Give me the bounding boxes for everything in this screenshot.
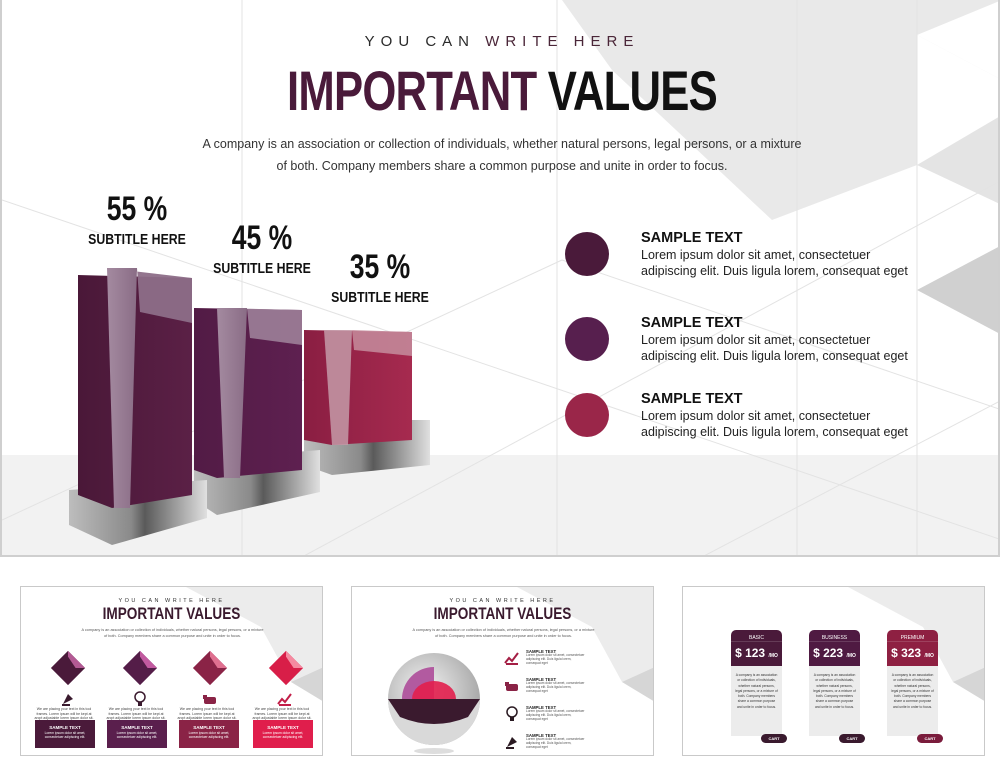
main-slide-preview[interactable]: YOU CAN WRITE HERE IMPORTANT VALUES A co… (0, 0, 1000, 557)
thumb-box-3: SAMPLE TEXT Lorem ipsum dolor sit amet, c… (179, 720, 239, 748)
plan-description: A company is an association or collectio… (731, 666, 782, 736)
legend-item-2: SAMPLE TEXT Lorem ipsum dolor sit amet, … (565, 315, 925, 375)
triangle-background-pattern (2, 0, 998, 555)
bar-subtitle-3: SUBTITLE HERE (331, 289, 429, 306)
gem-icon (50, 650, 86, 686)
thumb-description: A company is an association or collectio… (81, 628, 264, 638)
bar-45 (194, 308, 320, 515)
title-part1: IMPORTANT (287, 59, 548, 122)
legend-body: Lorem ipsum dolor sit amet, consectetuer… (641, 409, 908, 439)
bar-35 (304, 330, 430, 475)
sphere-cutaway-graphic (388, 653, 480, 754)
lightbulb-icon (134, 691, 146, 706)
thumb-box-2: SAMPLE TEXT Lorem ipsum dolor sit amet, c… (107, 720, 167, 748)
triangle-background-pattern (848, 587, 984, 701)
slide-description: A company is an association or collectio… (202, 137, 802, 173)
plan-description: A company is an association or collectio… (887, 666, 938, 736)
plan-name: BUSINESS (809, 630, 860, 642)
thumb-item-1: SAMPLE TEXT Lorem ipsum dolor sit amet, c… (504, 649, 644, 675)
plan-name: PREMIUM (887, 630, 938, 642)
title-part2: VALUES (547, 59, 718, 122)
pricing-header: BASIC $ 123 /MO (731, 630, 782, 666)
legend-body: Lorem ipsum dolor sit amet, consectetuer… (641, 248, 908, 278)
cart-button[interactable]: CART (761, 734, 787, 743)
gem-icon (268, 650, 304, 686)
lightbulb-icon (506, 706, 518, 721)
eyebrow-text-part1: YOU CAN (364, 33, 486, 50)
thumb-box-4: SAMPLE TEXT Lorem ipsum dolor sit amet, c… (253, 720, 313, 748)
bar-55 (69, 268, 207, 545)
legend-dot-icon (565, 393, 609, 437)
pricing-card-business: BUSINESS $ 223 /MO A company is an assoc… (809, 630, 865, 743)
thumb-item-2: SAMPLE TEXT Lorem ipsum dolor sit amet, c… (504, 677, 644, 703)
thumbnail-slide-1[interactable]: YOU CAN WRITE HERE IMPORTANT VALUES A co… (20, 586, 323, 756)
legend-body: Lorem ipsum dolor sit amet, consectetuer… (641, 333, 908, 363)
bar-label-1: 55 % SUBTITLE HERE (72, 190, 202, 248)
gem-icon (122, 650, 158, 686)
pricing-card-premium: PREMIUM $ 323 /MO A company is an associ… (887, 630, 943, 743)
pen-nib-icon (506, 737, 517, 749)
thumb-title: IMPORTANT VALUES (102, 604, 241, 623)
handshake-icon (505, 682, 518, 691)
thumbnail-slide-3[interactable]: BASIC $ 123 /MO A company is an associat… (682, 586, 985, 756)
growth-chart-icon (277, 693, 292, 706)
cart-button[interactable]: CART (917, 734, 943, 743)
thumb-box-1: SAMPLE TEXT Lorem ipsum dolor sit amet, c… (35, 720, 95, 748)
bar-label-3: 35 % SUBTITLE HERE (315, 248, 445, 306)
eyebrow-text-part2: WRITE HERE (485, 33, 640, 50)
thumb-item-4: SAMPLE TEXT Lorem ipsum dolor sit amet, c… (504, 733, 644, 755)
thumb-title: IMPORTANT VALUES (433, 604, 572, 623)
plan-name: BASIC (731, 630, 782, 642)
triangle-background-pattern (517, 587, 653, 701)
slide-title: IMPORTANT VALUES (112, 58, 892, 123)
pen-nib-icon (62, 694, 73, 706)
bar-label-2: 45 % SUBTITLE HERE (197, 219, 327, 277)
plan-description: A company is an association or collectio… (809, 666, 860, 736)
thumb-item-3: SAMPLE TEXT Lorem ipsum dolor sit amet, c… (504, 705, 644, 731)
thumb-eyebrow: YOU CAN WRITE HERE (449, 598, 556, 604)
pricing-card-basic: BASIC $ 123 /MO A company is an associat… (731, 630, 787, 743)
legend-heading: SAMPLE TEXT (641, 315, 743, 331)
thumb-caption: We are placing your text in this tool fr… (106, 707, 166, 720)
pricing-header: BUSINESS $ 223 /MO (809, 630, 860, 666)
bar-subtitle-1: SUBTITLE HERE (88, 231, 186, 248)
thumb-caption: We are placing your text in this tool fr… (177, 707, 237, 720)
3d-bar-chart (69, 268, 430, 545)
bar-subtitle-2: SUBTITLE HERE (213, 260, 311, 277)
thumbnail-slide-2[interactable]: YOU CAN WRITE HERE IMPORTANT VALUES A co… (351, 586, 654, 756)
plan-price: $ 323 /MO (891, 646, 934, 660)
cart-button[interactable]: CART (839, 734, 865, 743)
growth-chart-icon (504, 652, 519, 665)
gem-icon (192, 650, 228, 686)
legend-heading: SAMPLE TEXT (641, 391, 743, 407)
legend-item-1: SAMPLE TEXT Lorem ipsum dolor sit amet, … (565, 230, 925, 290)
thumb-eyebrow: YOU CAN WRITE HERE (118, 598, 225, 604)
bar-value-2: 45 % (231, 219, 293, 257)
legend-heading: SAMPLE TEXT (641, 230, 743, 246)
legend-dot-icon (565, 317, 609, 361)
thumb-caption: We are placing your text in this tool fr… (34, 707, 94, 720)
slide-eyebrow: YOU CAN WRITE HERE (2, 33, 998, 50)
legend-item-3: SAMPLE TEXT Lorem ipsum dolor sit amet, … (565, 391, 925, 451)
thumb-description: A company is an association or collectio… (412, 628, 595, 638)
plan-price: $ 123 /MO (735, 646, 778, 660)
bar-value-1: 55 % (106, 190, 168, 228)
bar-value-3: 35 % (349, 248, 411, 286)
handshake-icon (203, 695, 216, 704)
plan-price: $ 223 /MO (813, 646, 856, 660)
pricing-header: PREMIUM $ 323 /MO (887, 630, 938, 666)
legend-dot-icon (565, 232, 609, 276)
thumb-caption: We are placing your text in this tool fr… (252, 707, 312, 720)
